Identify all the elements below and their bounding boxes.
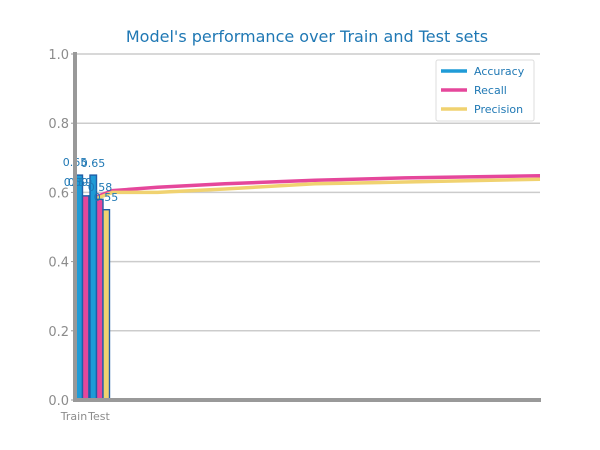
y-tick-label: 0.2 [48,325,69,340]
bar-precision-test [102,208,111,401]
legend-box [435,59,535,122]
data-labels: 0.650.590.590.650.580.55 [63,156,119,204]
bar-recall-test [95,198,104,401]
legend-label-accuracy: Accuracy [474,65,525,78]
category-label-test: Test [87,410,110,423]
bars [75,174,111,401]
bar-recall-train [81,195,90,401]
data-label: 0.58 [88,181,113,194]
legend[interactable]: Accuracy Recall Precision [435,59,535,122]
legend-label-precision: Precision [474,103,523,116]
y-tick-label: 0.6 [48,186,69,201]
y-tick-label: 0.4 [48,256,69,271]
legend-label-recall: Recall [474,84,507,97]
category-labels: Train Test [60,410,111,423]
y-tick-labels: 0.0 0.2 0.4 0.6 0.8 1.0 [48,48,75,409]
category-label-train: Train [60,410,87,423]
y-tick-label: 0.0 [48,394,69,409]
chart-title: Model's performance over Train and Test … [126,27,488,46]
overlay-lines [89,174,541,203]
overlay-line-precision [89,177,541,203]
y-tick-label: 1.0 [48,48,69,63]
data-label: 0.65 [81,157,106,170]
bar-accuracy-test [89,174,98,401]
y-tick-label: 0.8 [48,117,69,132]
data-label: 0.55 [94,191,119,204]
